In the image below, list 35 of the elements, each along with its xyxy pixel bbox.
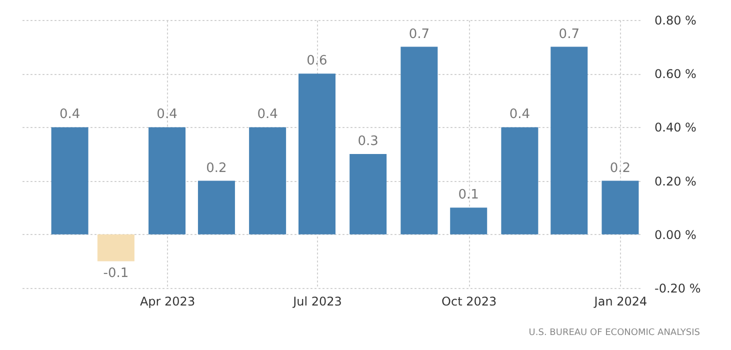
y-tick-label: 0.20 % [654, 174, 696, 188]
data-label: 0.4 [257, 107, 278, 122]
bar [602, 180, 639, 234]
bar [198, 180, 235, 234]
data-label: 0.2 [610, 160, 631, 176]
y-tick-label: 0.80 % [654, 14, 696, 28]
data-label: 0.4 [59, 107, 80, 122]
bar [249, 127, 286, 234]
x-tick-label: Jan 2024 [593, 294, 648, 308]
y-tick-label: 0.60 % [654, 67, 696, 82]
bar [400, 46, 438, 234]
bar [51, 127, 88, 234]
data-label: 0.1 [458, 188, 479, 203]
bar [148, 127, 186, 234]
y-tick-label: 0.00 % [654, 228, 696, 242]
x-tick-label: Jul 2023 [292, 294, 342, 308]
bar [97, 234, 134, 262]
data-label: -0.1 [103, 266, 129, 282]
bar [350, 154, 387, 234]
data-label: 0.6 [306, 54, 328, 69]
data-label: 0.2 [206, 160, 227, 176]
bar [298, 74, 336, 234]
y-tick-label: -0.20 % [654, 282, 701, 296]
y-tick-label: 0.40 % [654, 120, 696, 135]
x-tick-label: Oct 2023 [442, 294, 497, 308]
data-label: 0.4 [509, 107, 530, 122]
data-label: 0.3 [358, 134, 378, 149]
data-label: 0.7 [558, 26, 580, 42]
x-tick-label: Apr 2023 [140, 294, 196, 308]
bar [501, 127, 538, 234]
bar [450, 208, 488, 234]
data-label: 0.7 [408, 26, 430, 42]
data-label: 0.4 [156, 107, 178, 122]
text: U.S. BUREAU OF ECONOMIC ANALYSIS [528, 328, 700, 338]
bar [550, 46, 588, 234]
